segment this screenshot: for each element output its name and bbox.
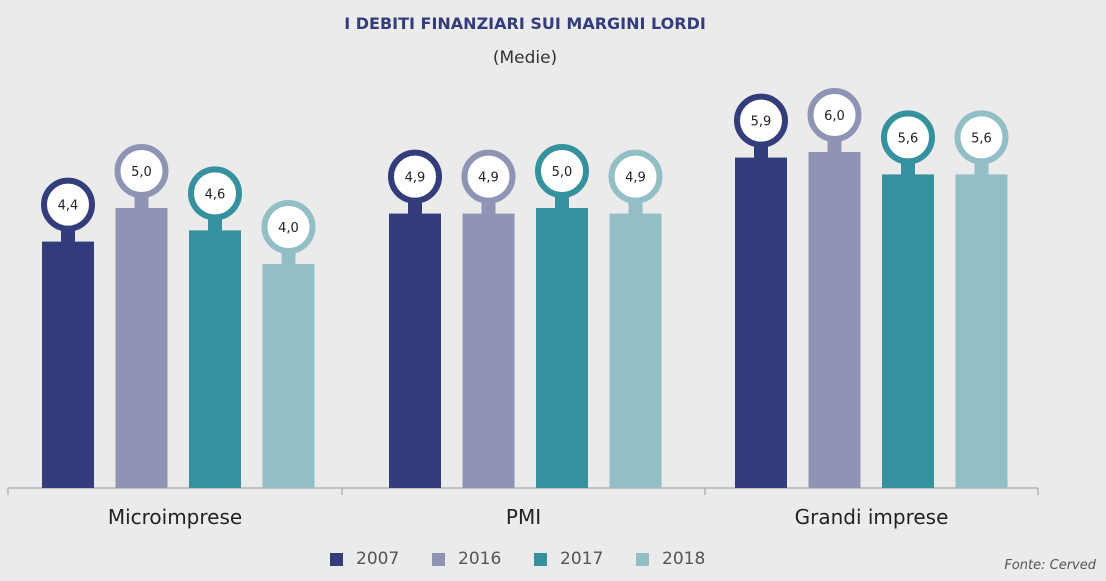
bar-2007 xyxy=(735,157,787,488)
data-label: 5,6 xyxy=(971,131,992,146)
source-note: Fonte: Cerved xyxy=(1004,558,1096,573)
bar-2007 xyxy=(42,241,94,488)
legend-label: 2018 xyxy=(662,549,706,569)
bar-2017 xyxy=(536,208,588,488)
value-bubble xyxy=(41,177,95,232)
category-label: Microimprese xyxy=(108,505,242,529)
legend-item-2017: 2017 xyxy=(534,549,636,569)
legend-swatch xyxy=(330,552,343,566)
bar-2016 xyxy=(808,152,861,488)
data-label: 4,9 xyxy=(625,171,646,186)
value-bubble xyxy=(114,144,169,198)
bar-2016 xyxy=(462,213,515,488)
legend-label: 2017 xyxy=(560,549,604,569)
category-label: Grandi imprese xyxy=(795,505,949,529)
legend-label: 2007 xyxy=(356,549,400,569)
value-bubble xyxy=(388,149,442,204)
legend-item-2007: 2007 xyxy=(330,549,432,569)
bar-2018 xyxy=(955,174,1008,488)
value-bubble xyxy=(954,110,1009,165)
bar-2016 xyxy=(115,208,168,488)
category-label: PMI xyxy=(506,505,541,529)
data-label: 6,0 xyxy=(824,109,845,124)
value-bubble xyxy=(461,149,516,204)
value-bubble xyxy=(807,88,862,142)
bar-2007 xyxy=(389,213,441,488)
value-bubble xyxy=(734,93,788,148)
data-label: 5,0 xyxy=(131,165,152,180)
bar-2018 xyxy=(609,213,662,488)
legend: 2007 2016 2017 2018 xyxy=(330,549,738,569)
data-label: 4,4 xyxy=(58,199,79,214)
legend-item-2016: 2016 xyxy=(432,549,534,569)
legend-item-2018: 2018 xyxy=(636,549,738,569)
data-label: 4,0 xyxy=(278,221,299,236)
value-bubble xyxy=(881,110,935,165)
value-bubble xyxy=(535,144,589,198)
chart-subtitle: (Medie) xyxy=(492,48,558,68)
data-label: 5,6 xyxy=(898,131,919,146)
legend-label: 2016 xyxy=(458,549,502,569)
legend-swatch xyxy=(432,552,445,566)
chart-title: I DEBITI FINANZIARI SUI MARGINI LORDI xyxy=(344,14,706,33)
legend-swatch xyxy=(636,552,649,566)
value-bubble xyxy=(608,149,663,204)
data-label: 5,9 xyxy=(751,115,772,130)
data-label: 4,6 xyxy=(205,187,226,202)
data-label: 4,9 xyxy=(405,171,426,186)
bar-2017 xyxy=(189,230,241,488)
data-label: 5,0 xyxy=(552,165,573,180)
bar-2017 xyxy=(882,174,934,488)
bar-2018 xyxy=(262,264,315,488)
value-bubble xyxy=(261,200,316,254)
value-bubble xyxy=(188,166,242,221)
data-label: 4,9 xyxy=(478,171,499,186)
legend-swatch xyxy=(534,552,547,566)
